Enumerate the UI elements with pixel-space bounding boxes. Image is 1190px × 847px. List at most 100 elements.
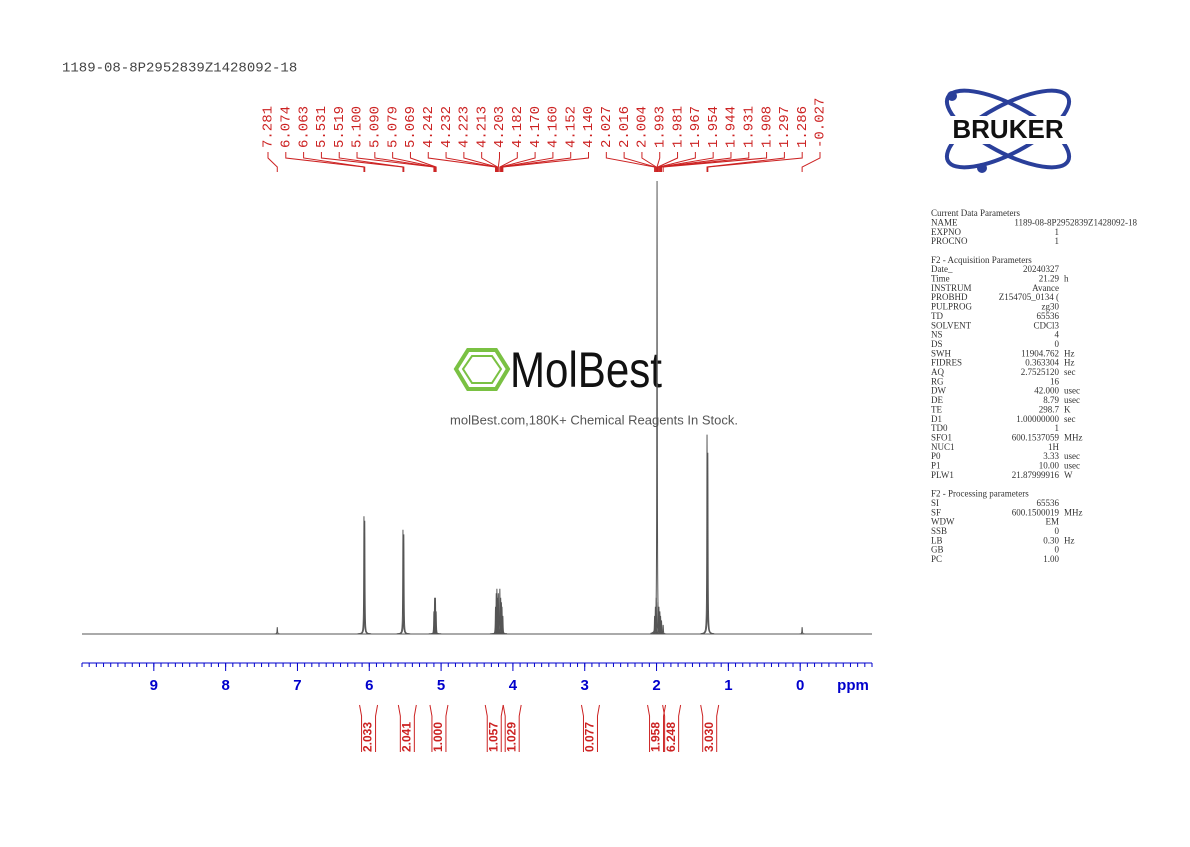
param-name: Time	[931, 274, 950, 284]
peak	[701, 452, 715, 635]
param-value: CDCl3	[1033, 320, 1059, 330]
peak-label: 1.954	[706, 106, 722, 148]
integral-bracket	[647, 704, 667, 752]
integral-bracket	[429, 704, 449, 752]
peak-label-leader	[656, 152, 661, 172]
param-value: 0	[1055, 526, 1060, 536]
peak-label: 5.100	[350, 106, 366, 148]
integral-label: 2.033	[361, 722, 375, 752]
param-unit: W	[1064, 470, 1073, 480]
peak-label: 1.286	[795, 106, 811, 148]
peak-label-leader	[500, 152, 536, 172]
integral-label: 1.029	[504, 722, 518, 752]
peak-label: 4.160	[546, 106, 562, 148]
param-name: RG	[931, 376, 944, 386]
peak-label-leader	[660, 152, 732, 172]
x-tick-label: 2	[652, 677, 660, 694]
peak-label-leader	[374, 152, 436, 172]
x-tick-label: 3	[581, 677, 589, 694]
integral-label: 2.041	[400, 722, 414, 752]
param-name: NUC1	[931, 442, 955, 452]
x-tick-label: 4	[509, 677, 518, 694]
param-name: FIDRES	[931, 358, 962, 368]
peak-label: 1.981	[670, 106, 686, 148]
param-value: 21.87999916	[1012, 470, 1060, 480]
param-heading: F2 - Acquisition Parameters	[931, 255, 1032, 265]
peak-label: 5.519	[332, 106, 348, 148]
param-name: SSB	[931, 526, 947, 536]
peak	[650, 180, 664, 634]
param-name: DW	[931, 386, 946, 396]
integral-bracket	[502, 704, 522, 752]
peak-label: 6.063	[296, 106, 312, 148]
param-value: 4	[1055, 330, 1060, 340]
peak-label: 1.967	[688, 106, 704, 148]
integral-label: 1.000	[431, 722, 445, 752]
peak-label-leader	[320, 152, 404, 172]
param-unit: K	[1064, 404, 1071, 414]
peak	[270, 627, 284, 635]
param-name: SOLVENT	[931, 320, 972, 330]
peak-label-leader	[497, 152, 500, 172]
param-value: EM	[1046, 517, 1060, 527]
param-value: 0	[1055, 545, 1060, 555]
param-value: 0	[1055, 339, 1060, 349]
peak-label: 5.069	[403, 106, 419, 148]
param-value: 2.7525120	[1021, 367, 1060, 377]
peak-label-leader	[502, 152, 590, 172]
param-name: PLW1	[931, 470, 954, 480]
peak-label-leader	[267, 152, 278, 172]
peak-label-leader	[409, 152, 437, 172]
logo-text: BRUKER	[952, 114, 1063, 144]
param-value: 0.363304	[1025, 358, 1059, 368]
integral-bracket	[397, 704, 417, 752]
title: 1189-08-8P2952839Z1428092-18	[62, 61, 297, 77]
param-value: 1189-08-8P2952839Z1428092-18	[1014, 217, 1137, 227]
watermark: MolBest molBest.com,180K+ Chemical Reage…	[450, 342, 738, 427]
peak-label: 2.016	[617, 106, 633, 148]
logo-dot	[977, 163, 987, 173]
x-tick-label: 7	[293, 677, 301, 694]
peak-label-leader	[463, 152, 498, 172]
peak-label: 4.152	[563, 106, 579, 148]
x-tick-label: 8	[221, 677, 229, 694]
param-name: GB	[931, 545, 944, 555]
param-name: PULPROG	[931, 302, 973, 312]
param-unit: usec	[1064, 461, 1080, 471]
param-value: 1.00000000	[1016, 414, 1059, 424]
peak	[496, 615, 510, 635]
param-name: AQ	[931, 367, 944, 377]
peak-label-leader	[801, 152, 821, 172]
peak-label: 2.004	[635, 106, 651, 148]
param-value: 1.00	[1043, 554, 1059, 564]
peak-label: 1.931	[741, 106, 757, 148]
param-name: SI	[931, 498, 939, 508]
x-tick-label: 9	[150, 677, 158, 694]
param-unit: usec	[1064, 451, 1080, 461]
param-name: DE	[931, 395, 943, 405]
peak-label: 1.944	[724, 106, 740, 148]
peak-label-leader	[500, 152, 554, 172]
peak-label-leader	[706, 152, 785, 172]
integral-label: 3.030	[702, 722, 716, 752]
param-name: PROCNO	[931, 236, 968, 246]
param-value: 298.7	[1039, 404, 1060, 414]
param-name: P1	[931, 461, 941, 471]
integral-label: 6.248	[664, 722, 678, 752]
peak-label: -0.027	[813, 98, 829, 148]
param-heading: Current Data Parameters	[931, 208, 1020, 218]
param-unit: usec	[1064, 386, 1080, 396]
param-value: 21.29	[1039, 274, 1060, 284]
peak-label: 5.090	[368, 106, 384, 148]
param-heading: F2 - Processing parameters	[931, 489, 1029, 499]
x-tick-label: 1	[724, 677, 732, 694]
logo-band	[924, 116, 1092, 144]
param-name: D1	[931, 414, 942, 424]
param-unit: Hz	[1064, 348, 1075, 358]
peak-label-leader	[501, 152, 572, 172]
peak-label: 4.213	[474, 106, 490, 148]
integral-label: 0.077	[583, 722, 597, 752]
peak-label-leader	[623, 152, 656, 172]
